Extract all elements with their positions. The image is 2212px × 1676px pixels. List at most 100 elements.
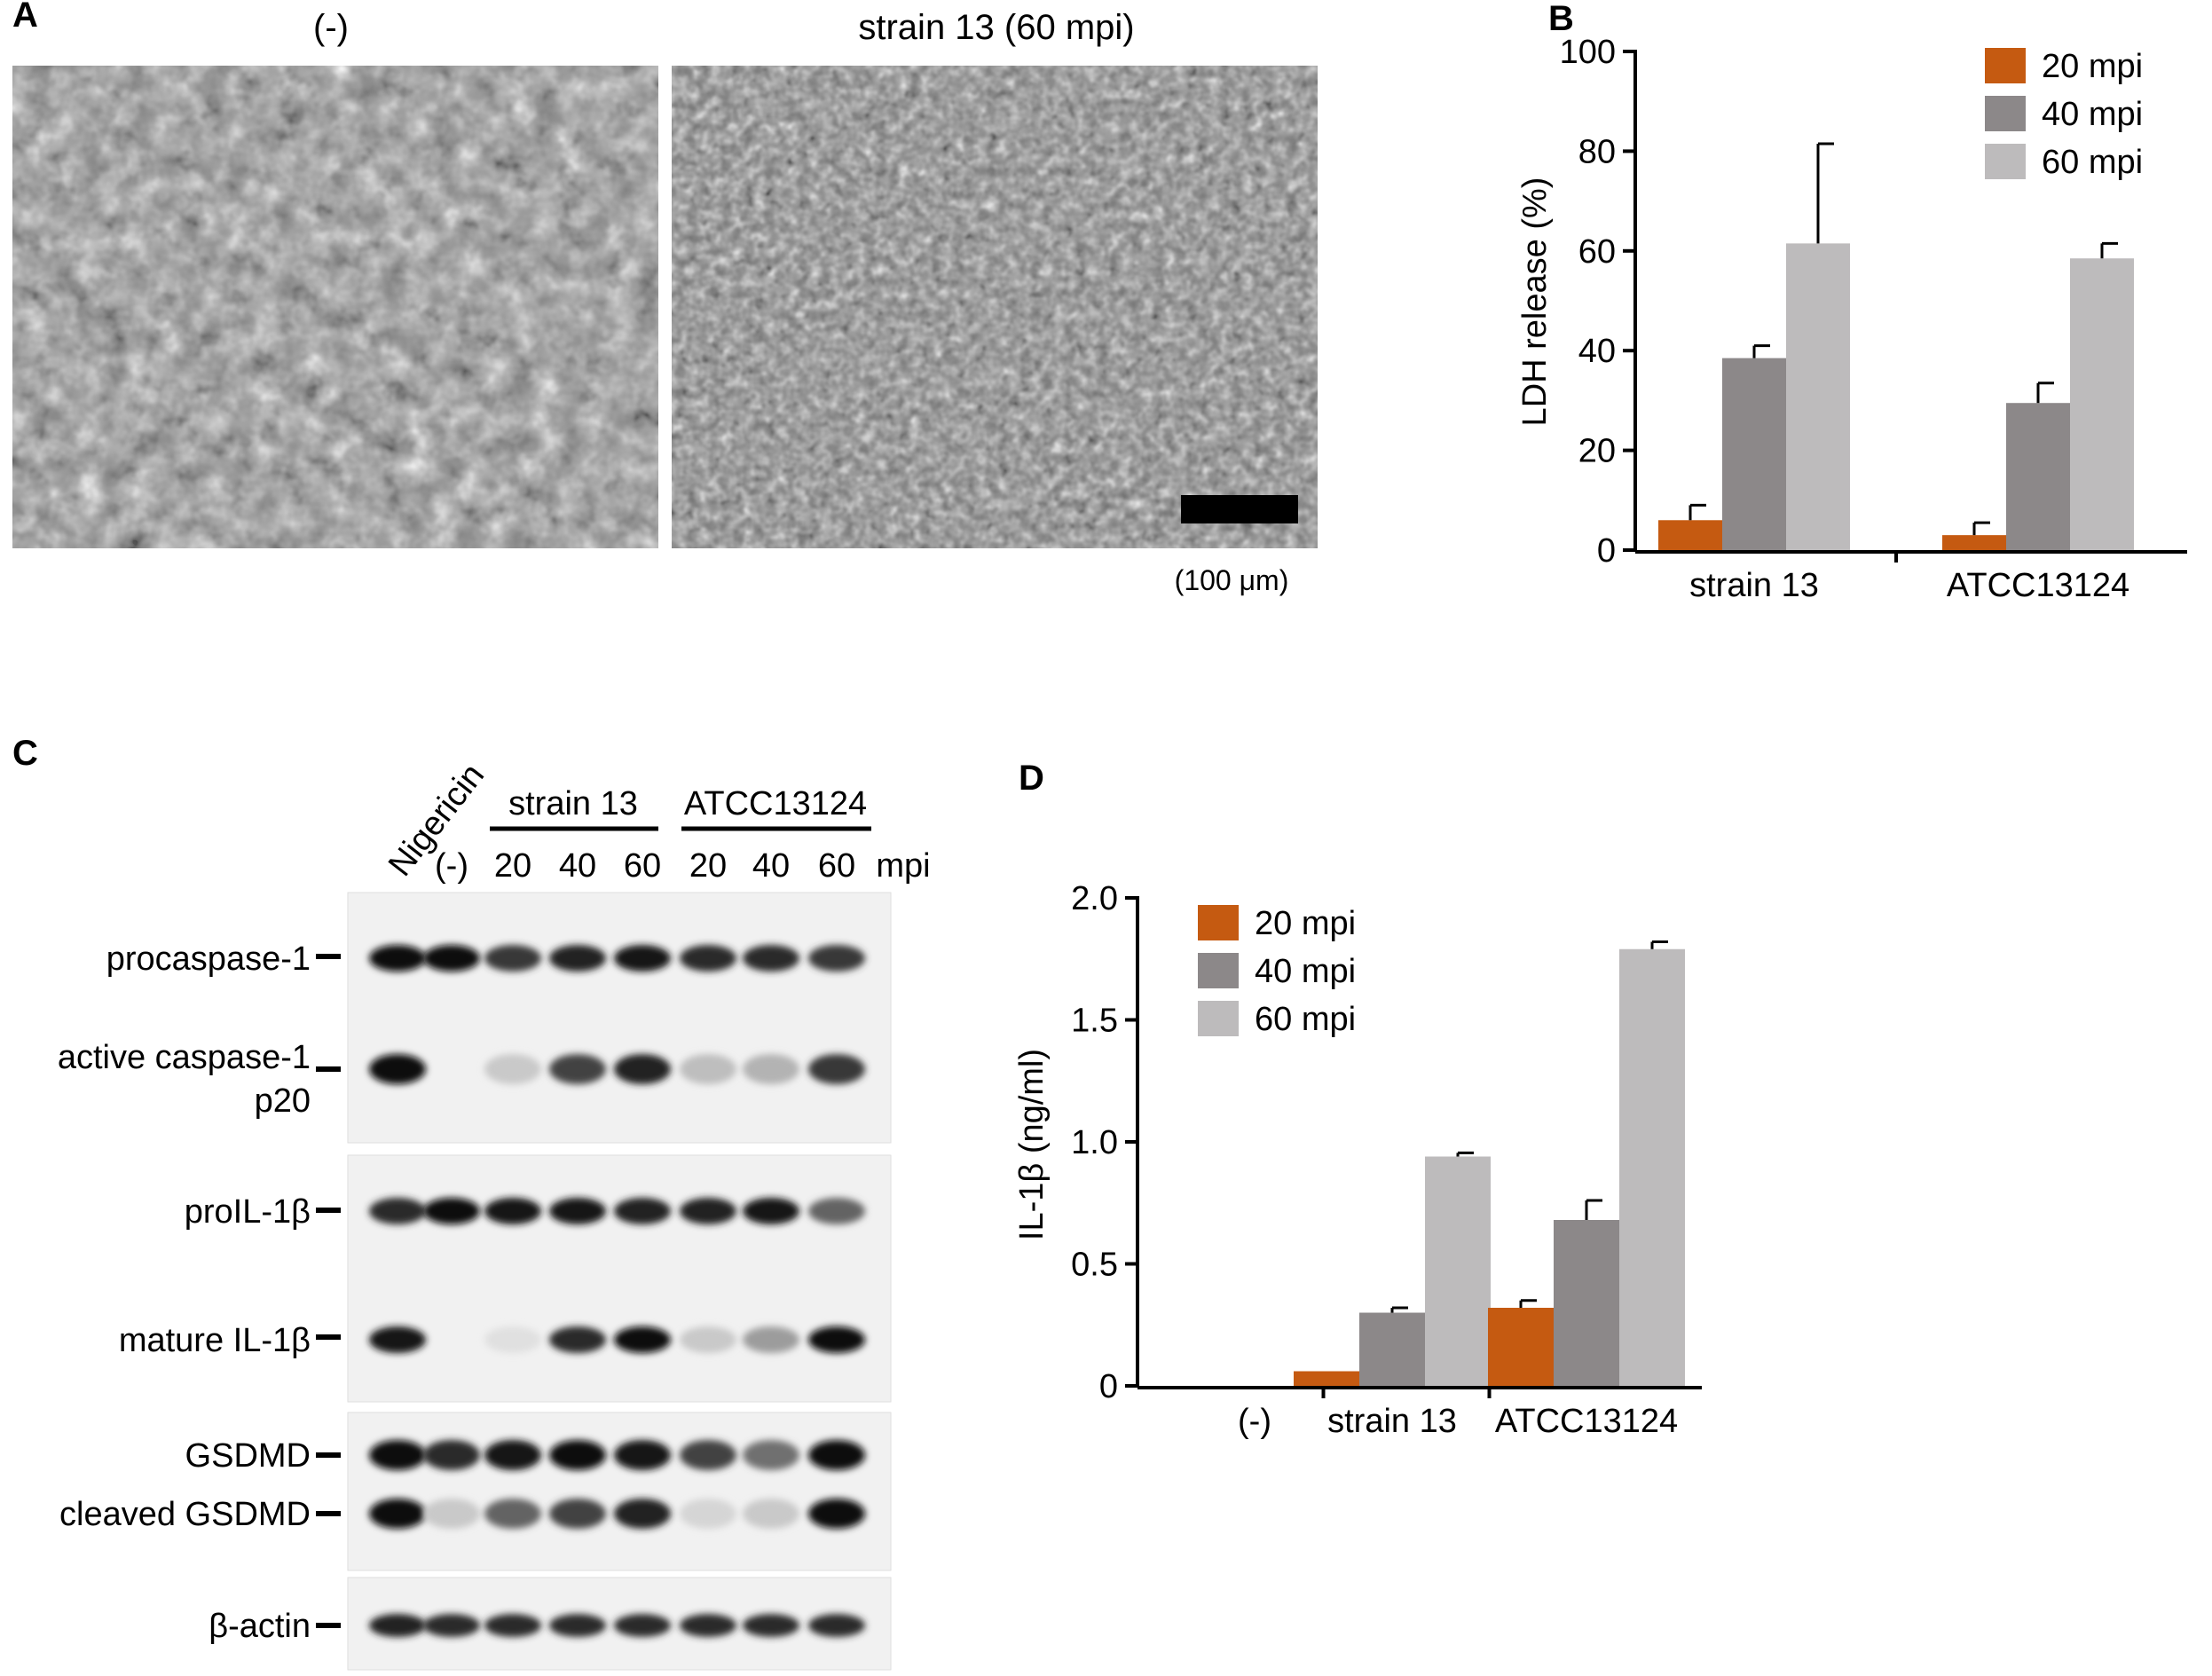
y-tick-label: 100: [1560, 34, 1616, 71]
lane-unit: mpi: [876, 847, 930, 885]
legend-label: 60 mpi: [2042, 144, 2143, 181]
band-prol1b: [743, 1198, 799, 1224]
band-label: mature IL-1β: [119, 1322, 311, 1359]
band-cleaved: [369, 1499, 426, 1529]
band-label: procaspase-1: [106, 940, 311, 978]
legend-swatch: [1985, 144, 2026, 179]
panel-label-a: A: [12, 0, 38, 35]
legend-label: 20 mpi: [1255, 905, 1356, 942]
bar-40-mpi-1: [2006, 403, 2070, 550]
band-maturel1b: [743, 1326, 799, 1353]
band-cleaved: [423, 1499, 480, 1529]
scale-bar: [1181, 495, 1298, 523]
band-procaspase: [680, 945, 736, 972]
y-tick-label: 1.0: [1071, 1124, 1118, 1161]
panel-a: (-) strain 13 (60 mpi) (100 μm): [12, 8, 1318, 596]
category-label: (-): [1238, 1403, 1271, 1440]
band-prol1b: [680, 1198, 736, 1224]
lane-label: 20: [689, 847, 727, 885]
band-gsdmd: [484, 1440, 541, 1470]
band-maturel1b: [614, 1326, 671, 1353]
band-maturel1b: [369, 1326, 426, 1353]
category-label: ATCC13124: [1947, 567, 2129, 604]
band-gsdmd: [743, 1440, 799, 1470]
band-gsdmd: [549, 1440, 606, 1470]
band-cleaved: [614, 1499, 671, 1529]
band-cleaved: [680, 1499, 736, 1529]
band-procaspase: [423, 945, 480, 972]
bar-40-mpi-1: [1359, 1312, 1425, 1386]
bar-20-mpi-1: [1942, 535, 2006, 550]
band-procaspase: [614, 945, 671, 972]
category-label: ATCC13124: [1495, 1403, 1678, 1440]
band-actin: [549, 1614, 606, 1637]
lane-label: (-): [435, 847, 468, 885]
blot-membrane: [347, 1154, 892, 1403]
bar-40-mpi-0: [1722, 358, 1786, 550]
band-prol1b: [808, 1198, 865, 1224]
band-active: [484, 1054, 541, 1084]
band-gsdmd: [423, 1440, 480, 1470]
band-gsdmd: [680, 1440, 736, 1470]
band-label: β-actin: [209, 1608, 311, 1645]
band-actin: [680, 1614, 736, 1637]
chart-ldh-release: LDH release (%) 0 20 40 60 80 100 strain 13 AT…: [1516, 34, 2187, 604]
legend-swatch: [1985, 48, 2026, 83]
bar-60-mpi-2: [1619, 948, 1685, 1386]
y-tick-label: 60: [1578, 233, 1616, 271]
y-tick-label: 2.0: [1071, 880, 1118, 917]
band-maturel1b: [680, 1326, 736, 1353]
y-tick-label: 1.5: [1071, 1003, 1118, 1040]
panel-label-d: D: [1019, 759, 1044, 798]
y-tick-label: 0.5: [1071, 1247, 1118, 1284]
bar-40-mpi-2: [1554, 1220, 1619, 1386]
band-label: GSDMD: [185, 1437, 311, 1475]
band-procaspase: [369, 945, 426, 972]
band-gsdmd: [808, 1440, 865, 1470]
band-procaspase: [549, 945, 606, 972]
legend-swatch: [1198, 905, 1239, 940]
lane-label: 60: [818, 847, 855, 885]
band-cleaved: [743, 1499, 799, 1529]
chart-b-ylabel: LDH release (%): [1516, 177, 1554, 427]
blot-membrane: [347, 1412, 892, 1571]
category-label: strain 13: [1689, 567, 1819, 604]
band-procaspase: [808, 945, 865, 972]
band-label: p20: [255, 1082, 311, 1120]
legend-swatch: [1198, 1001, 1239, 1036]
band-gsdmd: [614, 1440, 671, 1470]
y-tick-label: 80: [1578, 133, 1616, 170]
y-tick-label: 0: [1099, 1368, 1118, 1405]
lane-label: 40: [752, 847, 790, 885]
lane-label: 20: [494, 847, 531, 885]
y-tick-label: 0: [1597, 532, 1616, 570]
band-cleaved: [808, 1499, 865, 1529]
band-actin: [808, 1614, 865, 1637]
bar-60-mpi-1: [1425, 1156, 1491, 1386]
band-active: [369, 1054, 426, 1084]
lane-label: 60: [624, 847, 661, 885]
y-tick-label: 20: [1578, 433, 1616, 470]
band-label: cleaved GSDMD: [59, 1496, 311, 1533]
bar-20-mpi-2: [1488, 1308, 1554, 1386]
lane-label: 40: [559, 847, 596, 885]
band-prol1b: [423, 1198, 480, 1224]
band-active: [680, 1054, 736, 1084]
band-actin: [614, 1614, 671, 1637]
band-maturel1b: [808, 1326, 865, 1353]
legend-label: 20 mpi: [2042, 48, 2143, 85]
y-tick-label: 40: [1578, 333, 1616, 370]
legend-label: 40 mpi: [1255, 953, 1356, 990]
chart-il1b: IL-1β (ng/ml) 0 0.5 1.0 1.5 2.0 (-) strain 13…: [1013, 880, 1702, 1440]
band-cleaved: [484, 1499, 541, 1529]
bar-60-mpi-1: [2070, 258, 2134, 550]
band-active: [614, 1054, 671, 1084]
micrograph-left-title: (-): [313, 8, 349, 47]
chart-d-ylabel: IL-1β (ng/ml): [1013, 1049, 1051, 1240]
band-active: [743, 1054, 799, 1084]
blot-membrane: [347, 892, 892, 1144]
band-prol1b: [614, 1198, 671, 1224]
western-blot: Nigericin(-) 20 40 60 20 40 60 strain 13 ATCC1…: [58, 757, 931, 1671]
micrograph-control-texture: [12, 66, 658, 548]
legend-swatch: [1198, 953, 1239, 988]
